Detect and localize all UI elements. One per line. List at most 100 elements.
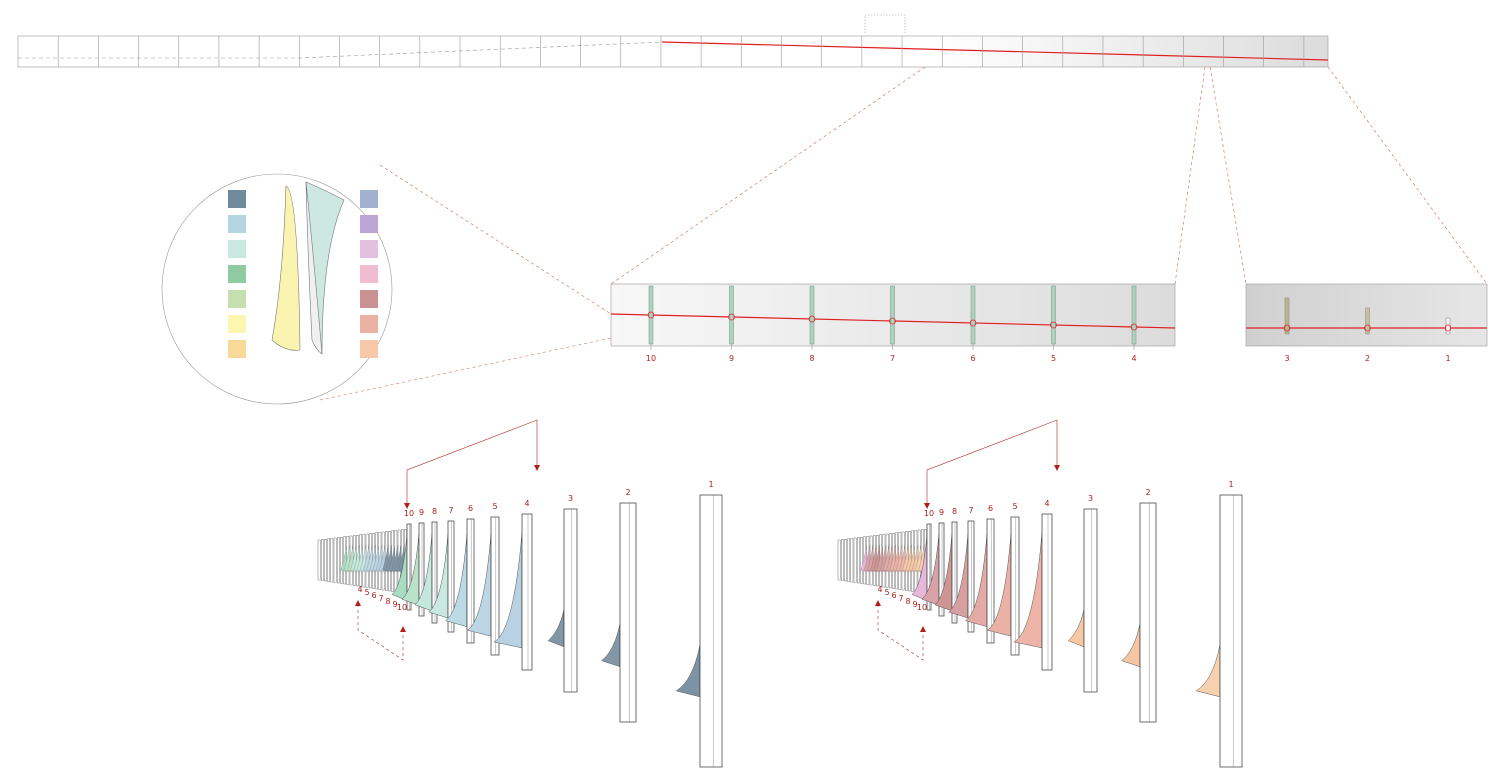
small-label: 4 (357, 585, 362, 594)
fin (675, 644, 701, 698)
fin (965, 533, 988, 628)
panel-label: 7 (890, 354, 895, 363)
small-post (860, 537, 863, 584)
small-post (330, 538, 334, 583)
fin (493, 532, 523, 649)
panel-label: 8 (809, 354, 814, 363)
marker (1364, 324, 1371, 332)
small-fin (915, 544, 922, 573)
panel-label: 9 (729, 354, 734, 363)
panel-label: 2 (1365, 354, 1370, 363)
post-label: 8 (952, 507, 957, 516)
panel-label: 5 (1051, 354, 1056, 363)
marker (969, 319, 977, 327)
stick (890, 285, 895, 345)
panel-label: 3 (1284, 354, 1289, 363)
small-label: 10 (397, 603, 407, 612)
post (699, 494, 723, 768)
fin (401, 534, 420, 606)
small-label: 6 (371, 591, 376, 600)
small-fin (395, 544, 402, 573)
small-fin (359, 544, 367, 573)
small-post (857, 537, 860, 584)
small-post (321, 539, 324, 581)
small-label: 6 (891, 591, 896, 600)
detail-circle (161, 173, 393, 405)
marker (647, 311, 655, 319)
post-label: 2 (1145, 488, 1150, 497)
small-fin (892, 544, 899, 573)
swatch (228, 240, 246, 258)
small-fin (366, 544, 373, 573)
stick (1365, 307, 1370, 335)
marker (728, 313, 735, 321)
small-fin (886, 544, 893, 573)
panel-label: 1 (1445, 354, 1450, 363)
post (447, 520, 455, 633)
small-label: 4 (877, 585, 882, 594)
fin (547, 609, 565, 648)
post-label: 1 (708, 480, 713, 489)
swatch (360, 265, 378, 283)
small-fin (870, 544, 877, 573)
post (986, 518, 995, 644)
small-post (317, 539, 321, 581)
fin (948, 534, 969, 619)
fin (1067, 609, 1085, 648)
small-fin (876, 544, 883, 573)
post-label: 4 (524, 499, 529, 508)
small-label: 9 (392, 600, 397, 609)
post-label: 5 (492, 502, 497, 511)
small-label: 9 (912, 600, 917, 609)
swatch (360, 190, 378, 208)
small-fin (889, 544, 896, 573)
post (466, 518, 475, 644)
post-label: 4 (1044, 499, 1049, 508)
post-label: 6 (988, 504, 993, 513)
fin (921, 534, 940, 606)
small-post (847, 538, 850, 582)
panel-label: 10 (646, 354, 656, 363)
small-fin (382, 544, 389, 573)
small-fin (902, 544, 909, 573)
small-fin (350, 544, 357, 573)
post (490, 516, 500, 656)
small-fin (860, 544, 867, 573)
small-fin (385, 544, 392, 573)
small-fin (883, 544, 890, 573)
marker (1444, 324, 1452, 332)
stick (1131, 285, 1137, 345)
post-label: 3 (568, 494, 573, 503)
post-label: 9 (419, 508, 424, 517)
bracket (864, 14, 906, 33)
panel-label: 4 (1131, 354, 1136, 363)
post (1041, 513, 1053, 671)
small-fin (353, 544, 360, 573)
post (1010, 516, 1020, 656)
fin (445, 533, 468, 628)
post-label: 9 (939, 508, 944, 517)
post (406, 523, 412, 611)
arrow-head (404, 465, 540, 509)
small-fin (873, 544, 880, 573)
post-label: 2 (625, 488, 630, 497)
small-fin (379, 544, 386, 573)
marker (808, 315, 816, 323)
small-fin (347, 544, 354, 573)
swatch (228, 340, 246, 358)
post-label: 5 (1012, 502, 1017, 511)
small-label: 10 (917, 603, 927, 612)
post-label: 7 (968, 506, 973, 515)
small-post (337, 537, 340, 584)
small-label: 7 (378, 594, 383, 603)
fin (391, 534, 408, 601)
post (418, 522, 425, 617)
fin (601, 623, 621, 668)
stick (1051, 285, 1056, 345)
post-label: 8 (432, 507, 437, 516)
post (951, 521, 958, 624)
small-label: 5 (364, 588, 369, 597)
path-line (18, 41, 663, 59)
small-fin (908, 544, 915, 573)
swatch (360, 315, 378, 333)
